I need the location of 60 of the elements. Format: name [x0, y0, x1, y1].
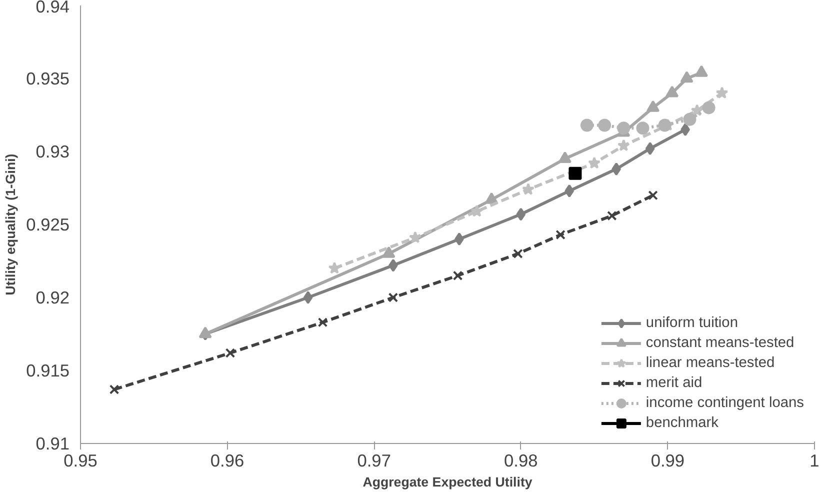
legend-label: benchmark [646, 415, 718, 431]
legend-label: uniform tuition [646, 315, 738, 331]
point [454, 232, 464, 246]
point [452, 270, 463, 280]
point [617, 139, 630, 152]
point [568, 166, 582, 180]
point [522, 182, 534, 195]
point [636, 122, 650, 135]
x-tick-label: 1 [810, 450, 820, 470]
y-tick-label: 0.935 [26, 68, 70, 88]
point [564, 184, 574, 198]
legend-label: merit aid [646, 375, 702, 391]
legend-label: income contingent loans [646, 395, 804, 411]
point [485, 192, 498, 204]
point [388, 258, 398, 272]
y-tick-label: 0.91 [36, 434, 70, 454]
x-tick-label: 0.99 [650, 450, 685, 470]
point [470, 204, 484, 217]
point [556, 230, 566, 240]
point [588, 156, 601, 169]
y-axis-title: Utility equality (1-Gini) [3, 154, 18, 296]
legend-label: constant means-tested [646, 335, 794, 351]
point [680, 71, 694, 83]
x-tick-label: 0.97 [357, 450, 391, 470]
point [388, 292, 398, 302]
point [648, 190, 658, 200]
point [716, 86, 728, 99]
y-tick-label: 0.92 [36, 288, 70, 308]
point [680, 123, 690, 136]
point [513, 248, 523, 259]
point [303, 291, 313, 304]
y-tick-label: 0.93 [36, 142, 70, 162]
point [612, 162, 621, 176]
point [646, 100, 660, 112]
point [318, 317, 328, 328]
point [558, 151, 572, 163]
point [225, 348, 236, 358]
legend-label: linear means-tested [646, 355, 775, 371]
y-tick-label: 0.925 [26, 214, 70, 234]
point [607, 210, 617, 221]
point [702, 101, 716, 114]
point [408, 231, 422, 244]
point [328, 262, 341, 274]
x-tick-label: 0.95 [64, 450, 98, 470]
point [580, 118, 594, 132]
point [683, 112, 696, 126]
point [694, 65, 708, 77]
point [598, 118, 612, 132]
point [516, 208, 526, 221]
point [382, 246, 396, 258]
x-tick-label: 0.96 [210, 450, 244, 470]
point [645, 142, 655, 156]
point [617, 122, 630, 135]
x-tick-label: 0.98 [504, 450, 538, 470]
y-tick-label: 0.915 [26, 360, 70, 380]
point [666, 86, 679, 98]
y-tick-label: 0.94 [36, 0, 70, 16]
point [109, 384, 120, 394]
point [658, 118, 672, 132]
x-axis-title: Aggregate Expected Utility [362, 474, 533, 490]
